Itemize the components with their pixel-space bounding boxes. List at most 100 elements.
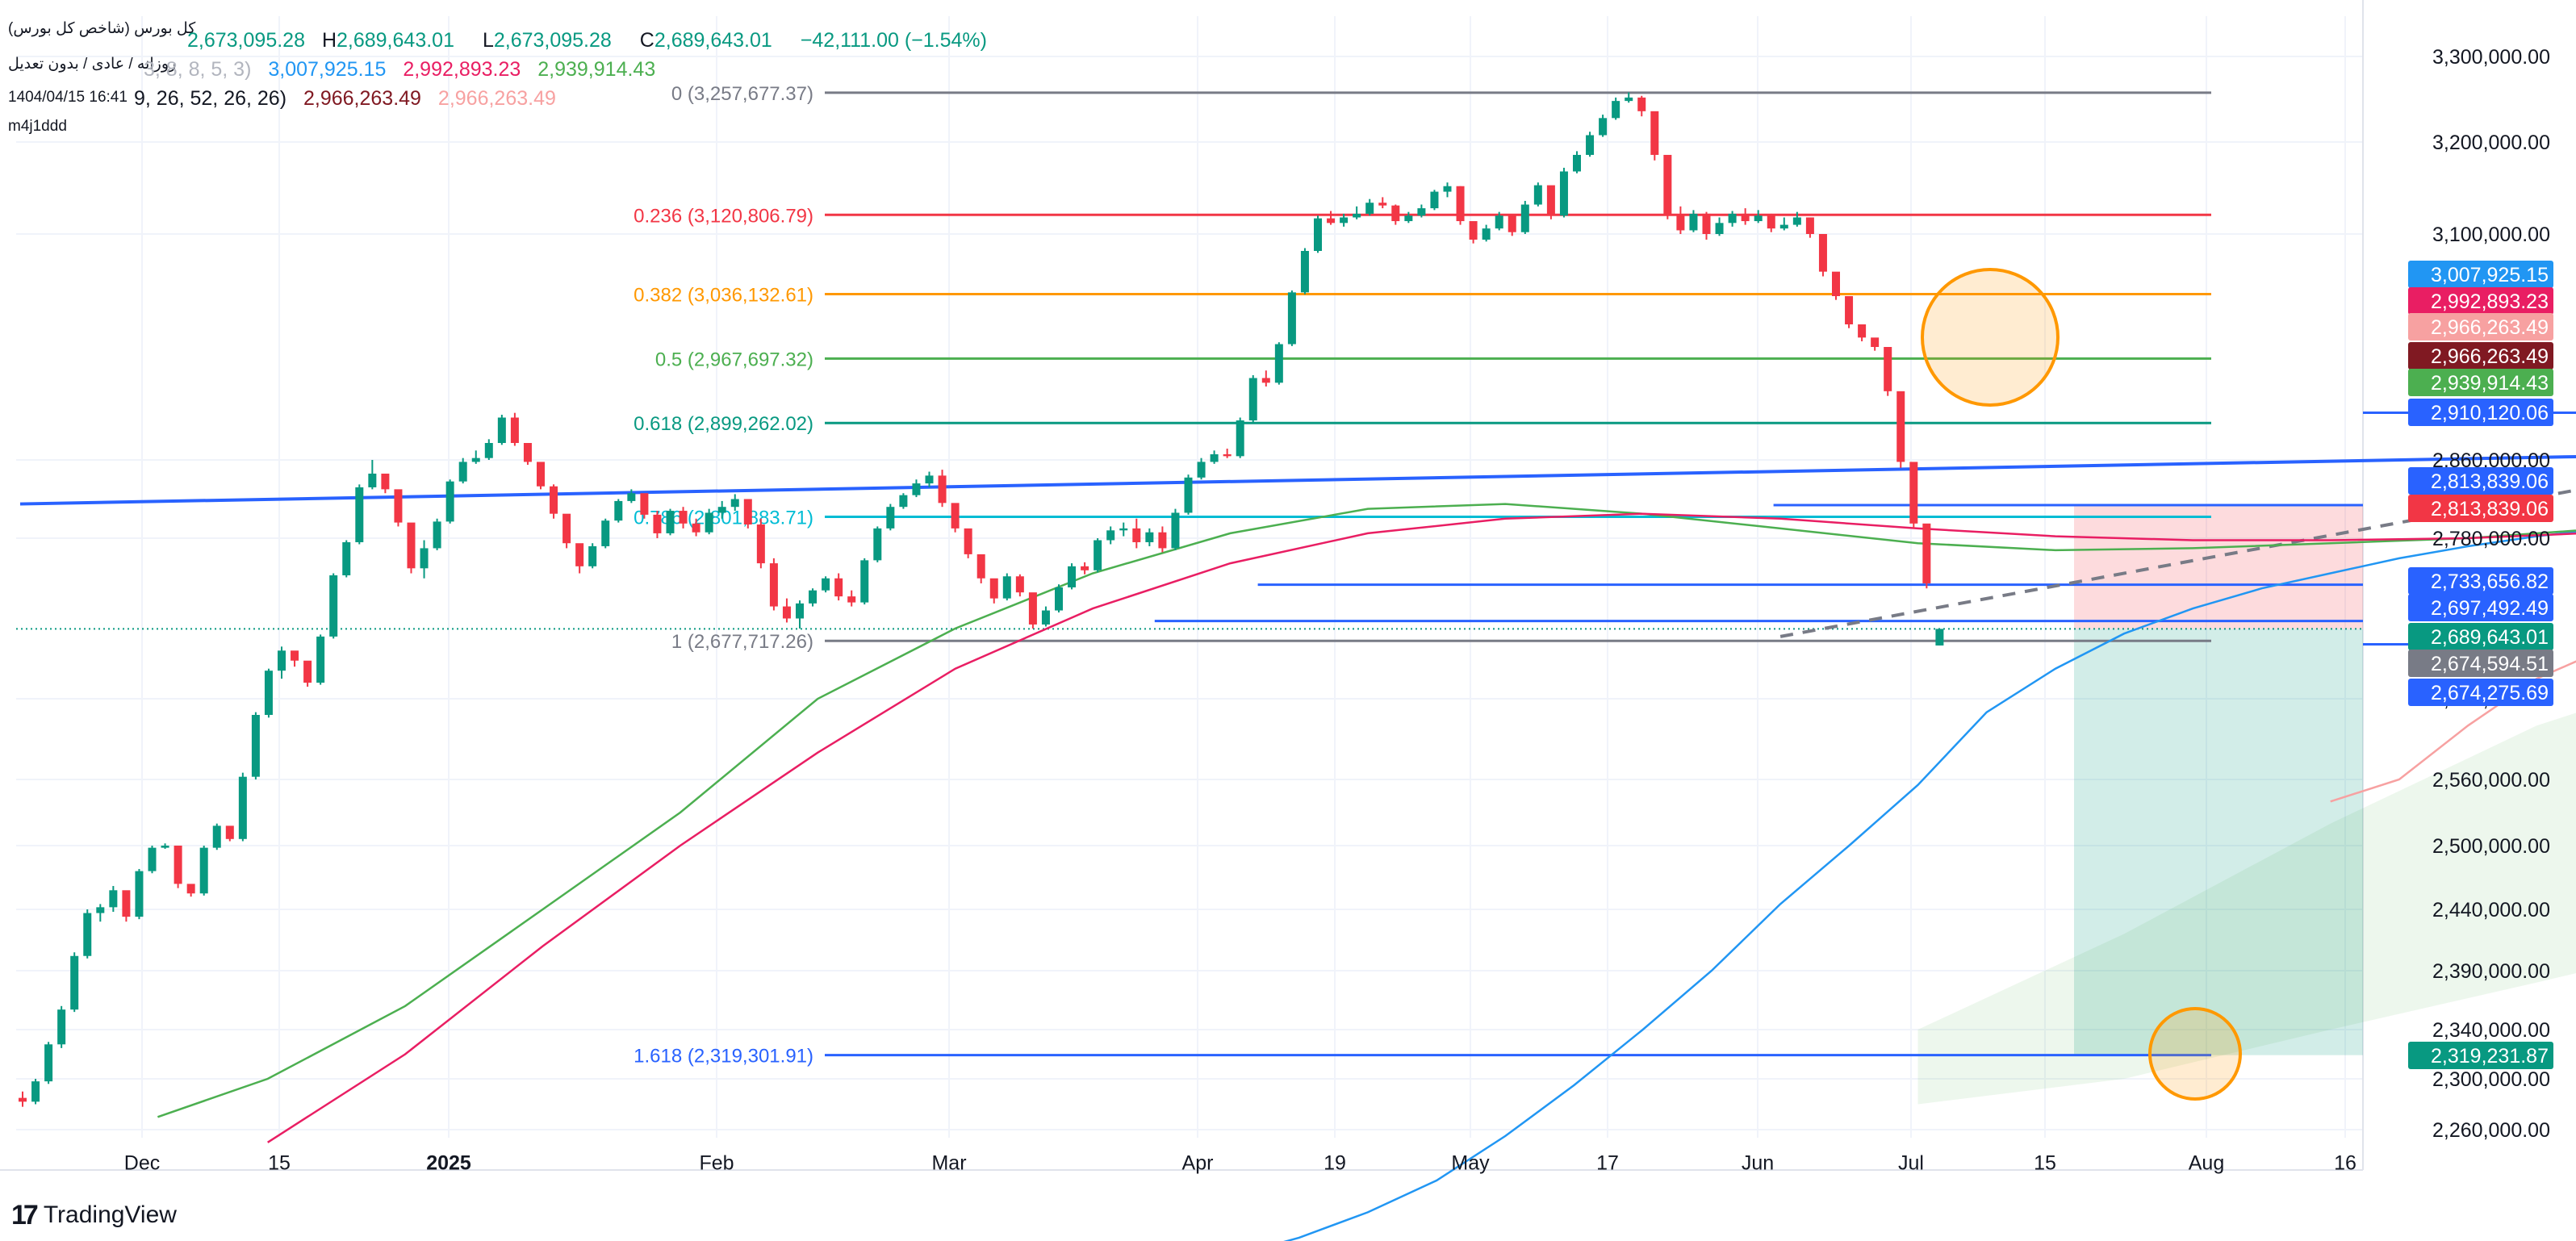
candle-body: [174, 846, 182, 884]
candle: [1845, 296, 1854, 328]
candle-body: [809, 590, 818, 604]
fib-level-label: 0 (3,257,677.37): [671, 83, 813, 105]
date-time: 1404/04/15 16:41: [8, 89, 128, 106]
candle: [303, 660, 312, 687]
stop-loss-zone[interactable]: [2074, 504, 2363, 629]
candle-body: [860, 560, 869, 603]
price-axis-tag: [2408, 261, 2553, 288]
candle: [122, 890, 131, 922]
candle-body: [1314, 218, 1322, 251]
candle: [705, 508, 713, 535]
candle-body: [381, 473, 390, 490]
candle: [1119, 522, 1128, 537]
candle: [83, 909, 92, 959]
price-axis-tag-text: 2,674,594.51: [2431, 653, 2549, 675]
candle: [31, 1079, 40, 1105]
candle: [1884, 347, 1892, 396]
highlight-circle-lower[interactable]: [2148, 1007, 2242, 1101]
candle-body: [83, 913, 92, 956]
ichimoku-value-2: 2,966,263.49: [437, 87, 556, 110]
candle-body: [1081, 566, 1089, 570]
resistance-trendline[interactable]: [19, 403, 2576, 506]
candle-body: [1028, 592, 1037, 625]
take-profit-zone[interactable]: [2074, 629, 2363, 1055]
price-tick-label: 2,300,000.00: [2432, 1068, 2550, 1091]
candle-body: [692, 523, 700, 533]
candle: [1702, 211, 1711, 240]
candle: [938, 470, 947, 508]
candle-body: [1663, 154, 1672, 216]
candle: [1300, 248, 1309, 295]
chart-settings[interactable]: روزانه / عادی / بدون تعدیل: [8, 56, 177, 73]
candle: [1896, 391, 1905, 468]
candle-body: [1365, 203, 1374, 214]
fib-level-label: 1 (2,677,717.26): [671, 631, 813, 653]
candle: [886, 504, 895, 531]
moving-averages: [157, 503, 2576, 1241]
candle: [1754, 210, 1763, 224]
candle: [912, 479, 921, 498]
candle: [1094, 538, 1102, 573]
candle: [368, 460, 377, 490]
candle: [899, 493, 908, 509]
candle: [653, 511, 662, 538]
candle: [1767, 213, 1775, 232]
ichimoku-params[interactable]: 9, 26, 52, 26, 26): [134, 87, 287, 110]
candle-body: [1871, 337, 1880, 347]
candle-body: [1106, 530, 1115, 541]
candle: [976, 554, 985, 583]
price-axis-tag-text: 2,319,231.87: [2431, 1045, 2549, 1068]
candle-body: [769, 563, 778, 607]
candle: [860, 558, 869, 605]
candle: [614, 499, 623, 523]
candle: [822, 576, 830, 593]
time-tick-label: 15: [268, 1152, 291, 1175]
ma-pink: [267, 512, 2576, 1143]
candle: [1858, 324, 1867, 341]
ma-params[interactable]: 3, 8, 8, 5, 3): [144, 58, 252, 81]
candle-body: [653, 514, 662, 533]
candle: [575, 543, 584, 574]
candle: [1469, 221, 1478, 244]
candle: [1314, 215, 1322, 253]
candle-body: [1741, 213, 1750, 222]
tradingview-wordmark: TradingView: [43, 1201, 177, 1228]
candle: [1612, 97, 1620, 120]
tradingview-logo[interactable]: 17 TradingView: [11, 1200, 177, 1231]
symbol-name[interactable]: کل بورس (شاخص کل بورس): [8, 20, 196, 37]
candle: [1922, 523, 1931, 589]
highlight-circle-upper[interactable]: [1921, 268, 2060, 407]
candle: [1805, 217, 1814, 238]
candle-body: [1274, 344, 1283, 383]
candle: [44, 1042, 53, 1084]
price-tick-label: 2,260,000.00: [2432, 1119, 2550, 1142]
candle-body: [1832, 271, 1840, 296]
price-axis[interactable]: 3,300,000.003,200,000.003,100,000.002,86…: [2432, 46, 2550, 1142]
candle: [1456, 186, 1465, 225]
fib-level-label: 1.618 (2,319,301.91): [634, 1046, 813, 1068]
fibonacci-retracement[interactable]: 0 (3,257,677.37) 0.236 (3,120,806.79) 0.38…: [634, 83, 2211, 1068]
candle: [1520, 200, 1529, 234]
candle-body: [938, 475, 947, 504]
candle-body: [471, 458, 480, 462]
candle: [471, 450, 480, 464]
candle-body: [523, 443, 532, 462]
time-axis[interactable]: Dec 15 2025 Feb Mar Apr 19 May 17 Jun Jul 15 Aug 16: [124, 1152, 2356, 1175]
candle-body: [122, 890, 131, 917]
candle: [1184, 474, 1193, 515]
candle-body: [316, 636, 325, 683]
candle-body: [912, 483, 921, 495]
highlight-circles[interactable]: [1921, 268, 2242, 1101]
candle-body: [497, 417, 506, 443]
ma-value-2: 2,992,893.23: [403, 58, 521, 81]
candle-body: [329, 575, 338, 637]
legend-ohlc-row: 2,673,095.28 H2,689,643.01 L2,673,095.28…: [187, 29, 998, 52]
price-axis-tag: [2408, 623, 2553, 650]
candle: [679, 507, 688, 529]
candle: [809, 588, 818, 607]
candle: [1586, 132, 1595, 157]
candle-body: [1068, 566, 1077, 587]
candle: [756, 518, 765, 569]
candle-body: [537, 462, 545, 487]
